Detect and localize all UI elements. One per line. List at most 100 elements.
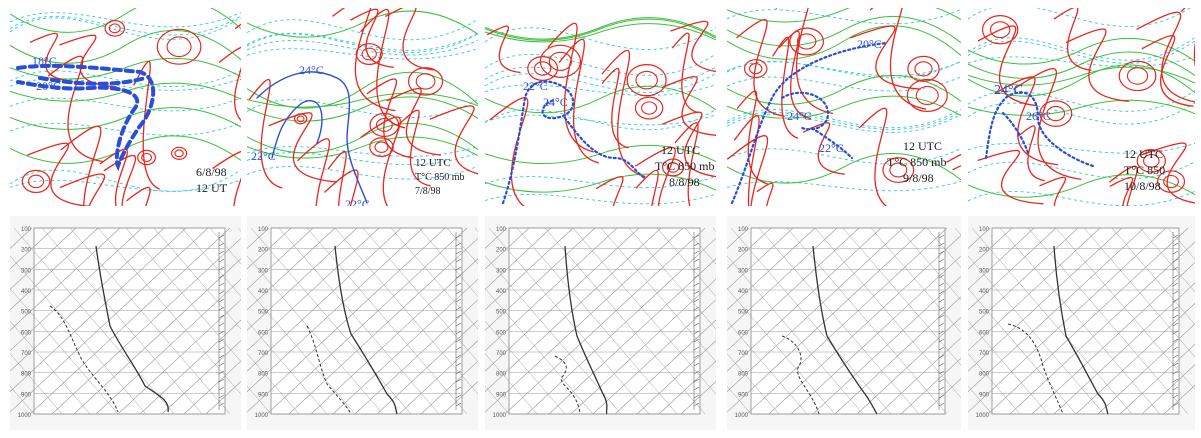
map-caption-line: 6/8/98 xyxy=(196,165,227,179)
streamline xyxy=(558,38,599,164)
dry-adiabat xyxy=(544,227,706,415)
pressure-tick-label: 600 xyxy=(258,330,269,336)
pressure-tick-label: 400 xyxy=(21,289,32,295)
green-contour xyxy=(247,10,478,38)
streamline xyxy=(849,25,921,90)
wind-barb xyxy=(693,290,700,295)
wind-barb xyxy=(693,346,700,351)
map-caption-line: 12 UTC xyxy=(1124,147,1163,161)
pressure-tick-label: 100 xyxy=(738,227,749,233)
wind-barb xyxy=(693,250,700,255)
streamline xyxy=(736,90,768,185)
dry-adiabat xyxy=(1167,227,1195,260)
pressure-tick-label: 1000 xyxy=(18,413,32,419)
wind-barb xyxy=(218,306,225,311)
streamline-loop xyxy=(626,63,667,97)
streamline-loop xyxy=(981,15,1019,45)
green-contour xyxy=(968,51,1195,79)
wind-barb xyxy=(693,258,700,263)
skew-isotherm xyxy=(485,227,596,331)
skew-isotherm xyxy=(727,227,860,352)
streamline-loop xyxy=(915,85,939,106)
isotherm-line xyxy=(271,100,323,159)
streamline xyxy=(727,135,769,206)
streamline xyxy=(756,182,774,206)
dry-adiabat xyxy=(968,320,1049,415)
streamline-loop xyxy=(906,78,948,113)
pressure-tick-label: 900 xyxy=(258,392,269,398)
wind-barb xyxy=(455,250,462,255)
skew-isotherm xyxy=(10,227,209,413)
wind-barb xyxy=(938,306,945,311)
wind-barb xyxy=(693,282,700,287)
pressure-tick-label: 600 xyxy=(738,330,749,336)
skew-isotherm xyxy=(968,227,1013,270)
wind-barb xyxy=(218,378,225,383)
skew-isotherm xyxy=(73,258,241,415)
wind-barb xyxy=(938,322,945,327)
wind-barb xyxy=(1172,306,1179,311)
dry-adiabat xyxy=(628,227,716,330)
wind-barb xyxy=(938,338,945,343)
streamline-loop xyxy=(170,146,188,160)
sounding-frame xyxy=(991,227,1180,415)
streamline xyxy=(601,49,646,178)
pressure-tick-label: 400 xyxy=(979,289,990,295)
dry-adiabat xyxy=(786,227,948,415)
skew-isotherm xyxy=(376,319,478,415)
skew-isotherm xyxy=(727,227,772,270)
dry-adiabat xyxy=(278,227,440,415)
skew-isotherm xyxy=(968,227,1123,372)
isotherm-label: 24°C xyxy=(299,63,324,77)
streamline-loop xyxy=(743,59,768,79)
skew-isotherm xyxy=(310,258,478,415)
streamline xyxy=(323,169,359,206)
pressure-tick-label: 300 xyxy=(496,268,507,274)
wind-barb xyxy=(693,274,700,279)
streamline-loop xyxy=(27,174,45,189)
dewpoint-profile xyxy=(781,335,820,415)
pressure-tick-label: 700 xyxy=(21,351,32,357)
wind-barb xyxy=(693,330,700,335)
streamline-loop xyxy=(1126,67,1149,85)
streamline xyxy=(103,154,137,206)
wind-barb xyxy=(938,242,945,247)
wind-barb xyxy=(1172,386,1179,391)
skew-isotherm xyxy=(1141,364,1195,415)
streamline xyxy=(1017,125,1045,182)
pressure-tick-label: 700 xyxy=(979,351,990,357)
wind-barb xyxy=(693,266,700,271)
streamline xyxy=(385,8,434,71)
green-contour xyxy=(485,17,716,40)
streamline-loop xyxy=(174,149,184,158)
isotherm-label: 24°C xyxy=(543,95,568,109)
map-background xyxy=(10,8,241,206)
skew-isotherm xyxy=(570,278,716,415)
map-svg-2: 24°C 22°C 22°C 12 UTC T°C 850 mb 7/8/98 xyxy=(247,8,478,206)
map-caption-line: 12 UT xyxy=(196,181,228,195)
dashed-contour xyxy=(485,53,716,76)
wind-barb xyxy=(455,290,462,295)
skew-isotherm xyxy=(1075,302,1195,415)
wind-barb xyxy=(455,242,462,247)
streamline-loop xyxy=(1157,170,1186,193)
streamline xyxy=(486,25,521,74)
wind-barb xyxy=(1172,338,1179,343)
streamline xyxy=(212,150,241,206)
pressure-tick-label: 600 xyxy=(979,330,990,336)
skew-isotherm xyxy=(968,227,1057,311)
temperature-profile xyxy=(812,245,878,415)
skew-isotherm xyxy=(10,227,121,331)
green-contour xyxy=(485,23,716,43)
streamline-loop xyxy=(293,113,308,125)
wind-barb xyxy=(693,338,700,343)
wind-barb xyxy=(1172,274,1179,279)
skew-isotherm xyxy=(205,381,241,415)
streamline-loop xyxy=(1046,105,1066,122)
wind-barb xyxy=(455,362,462,367)
pressure-tick-label: 500 xyxy=(21,310,32,316)
streamline xyxy=(59,173,106,206)
green-contour xyxy=(10,29,241,64)
skew-isotherm xyxy=(592,299,716,415)
skew-isotherm xyxy=(636,340,716,415)
